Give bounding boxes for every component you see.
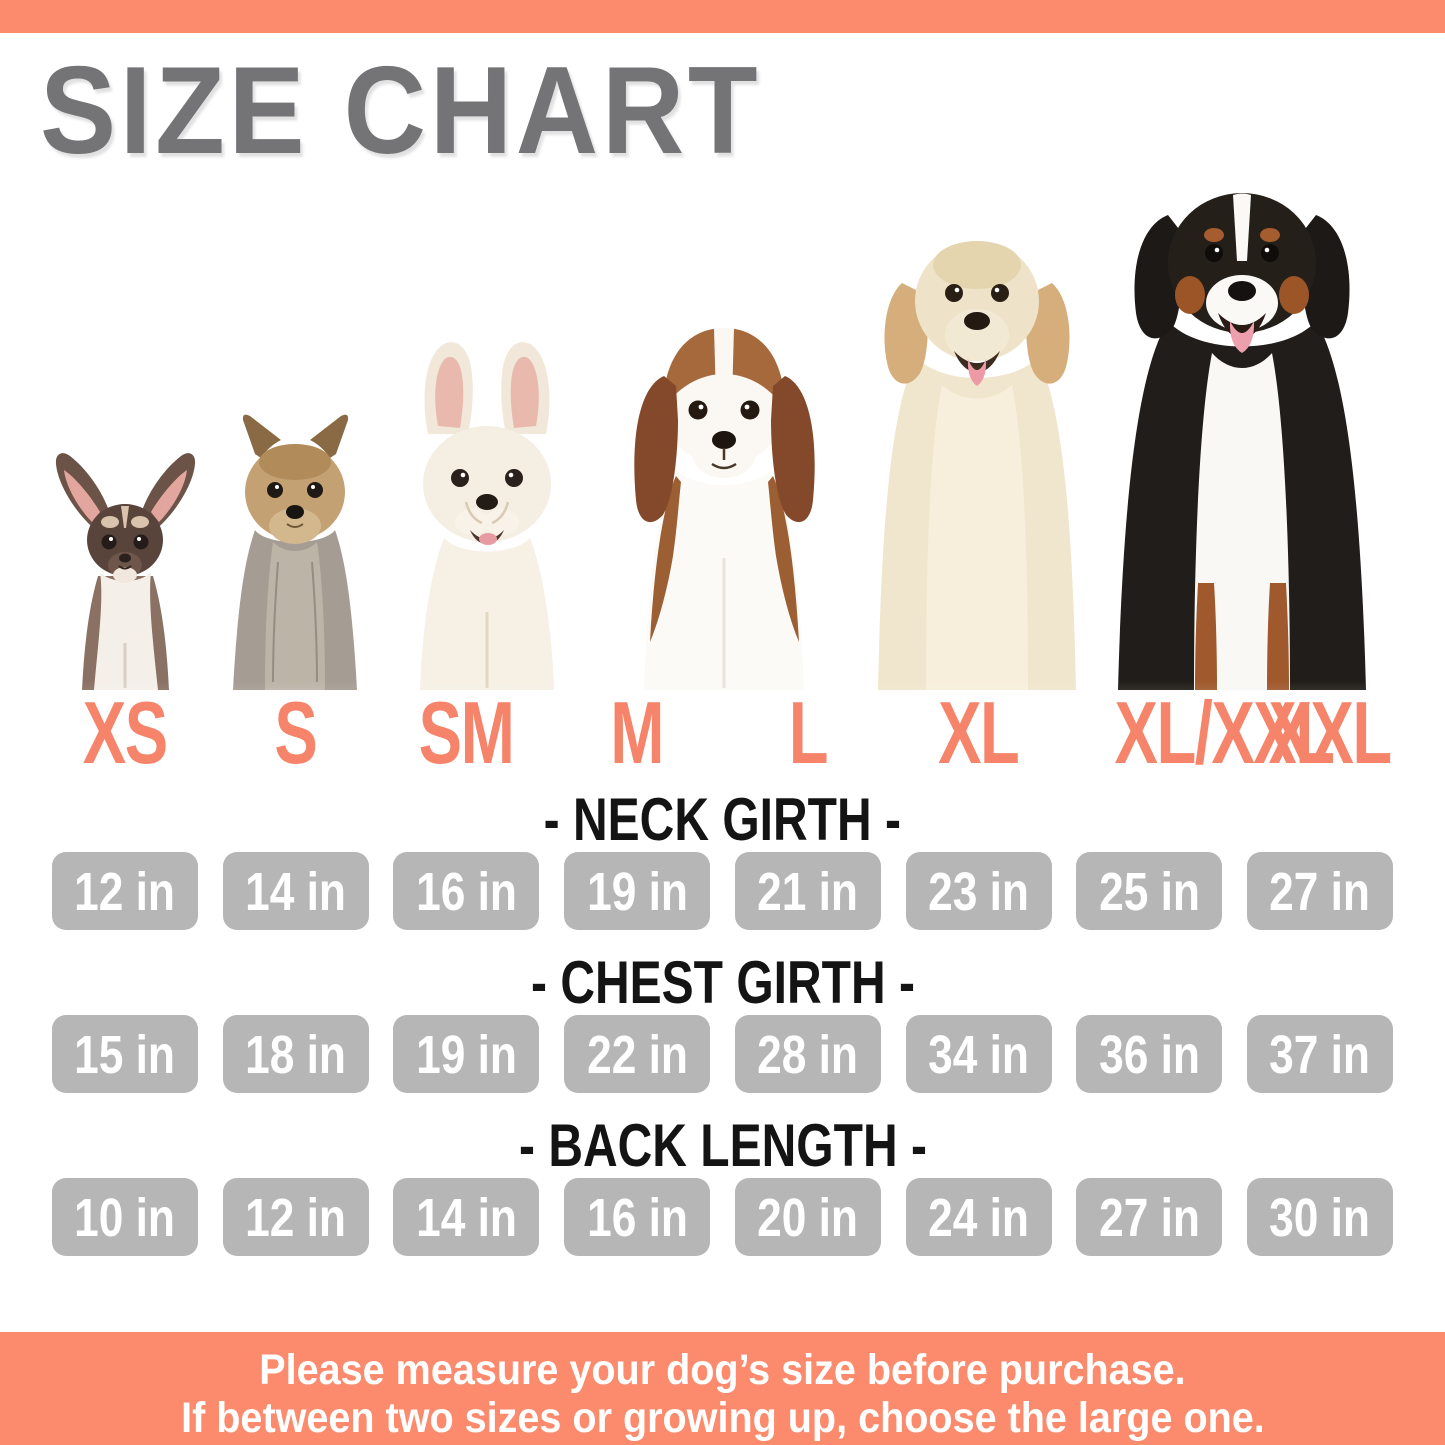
- top-accent-bar: [0, 0, 1445, 33]
- measurement-value-box: 25 in: [1076, 852, 1223, 930]
- dog-illustration-yorkshire-terrier: [233, 414, 357, 690]
- size-label-xl: XL: [938, 683, 1020, 782]
- dogs-row: [0, 143, 1445, 841]
- measurement-value-box: 19 in: [393, 1015, 540, 1093]
- measurement-value-box: 12 in: [52, 852, 198, 930]
- size-label-xs: XS: [83, 683, 168, 782]
- size-labels-row: XS S SM M L XL XL/XXL XXL: [52, 683, 1393, 782]
- size-label-sm: SM: [419, 683, 515, 782]
- measurement-value-box: 14 in: [393, 1178, 540, 1256]
- measurement-value-box: 16 in: [393, 852, 540, 930]
- footer-line-1: Please measure your dog’s size before pu…: [259, 1346, 1186, 1394]
- measurement-value-box: 30 in: [1246, 1178, 1393, 1256]
- measurement-value-box: 27 in: [1246, 852, 1393, 930]
- neck-girth-values-row: 12 in 14 in 16 in 19 in 21 in 23 in 25 in 27 in: [52, 852, 1393, 930]
- section-title-neck-girth: - NECK GIRTH -: [543, 786, 902, 853]
- measurement-value-box: 14 in: [222, 852, 369, 930]
- dog-illustration-golden-retriever: [878, 241, 1076, 690]
- page-title: SIZE CHART: [40, 42, 762, 180]
- chest-girth-values-row: 15 in 18 in 19 in 22 in 28 in 34 in 36 in 37 in: [52, 1015, 1393, 1093]
- dog-illustration-chihuahua: [55, 453, 196, 690]
- measurement-value-box: 16 in: [564, 1178, 711, 1256]
- measurement-value-box: 24 in: [905, 1178, 1052, 1256]
- size-label-m: M: [610, 683, 665, 782]
- dog-illustration-french-bulldog: [420, 342, 554, 690]
- measurement-value-box: 15 in: [52, 1015, 198, 1093]
- measurement-value-box: 10 in: [52, 1178, 198, 1256]
- section-neck-girth: - NECK GIRTH - 12 in 14 in 16 in 19 in 21 in…: [0, 786, 1445, 930]
- footer-bar: Please measure your dog’s size before pu…: [0, 1332, 1445, 1445]
- size-label-s: S: [274, 683, 318, 782]
- measurement-value-box: 19 in: [564, 852, 711, 930]
- measurement-value-box: 28 in: [734, 1015, 881, 1093]
- measurement-value-box: 37 in: [1246, 1015, 1393, 1093]
- measurement-value-box: 22 in: [564, 1015, 711, 1093]
- section-chest-girth: - CHEST GIRTH - 15 in 18 in 19 in 22 in 28 i…: [0, 949, 1445, 1093]
- size-label-l: L: [788, 683, 829, 782]
- section-title-chest-girth: - CHEST GIRTH -: [530, 949, 915, 1016]
- measurement-value-box: 34 in: [905, 1015, 1052, 1093]
- size-label-xxl: XXL: [1268, 683, 1392, 782]
- measurement-value-box: 21 in: [734, 852, 881, 930]
- section-title-back-length: - BACK LENGTH -: [518, 1112, 927, 1179]
- measurement-value-box: 36 in: [1076, 1015, 1223, 1093]
- dog-illustration-beagle: [634, 328, 815, 690]
- back-length-values-row: 10 in 12 in 14 in 16 in 20 in 24 in 27 in 30 in: [52, 1178, 1393, 1256]
- measurement-value-box: 20 in: [734, 1178, 881, 1256]
- footer-note: Please measure your dog’s size before pu…: [0, 1332, 1445, 1442]
- measurement-value-box: 12 in: [222, 1178, 369, 1256]
- section-back-length: - BACK LENGTH - 10 in 12 in 14 in 16 in 20 i…: [0, 1112, 1445, 1256]
- footer-line-2: If between two sizes or growing up, choo…: [180, 1394, 1265, 1442]
- measurement-value-box: 27 in: [1076, 1178, 1223, 1256]
- measurement-value-box: 23 in: [905, 852, 1052, 930]
- dog-illustration-bernese-mountain-dog: [1118, 193, 1366, 690]
- measurement-value-box: 18 in: [222, 1015, 369, 1093]
- size-label-xl-xxl: XL/XXL: [1114, 683, 1336, 782]
